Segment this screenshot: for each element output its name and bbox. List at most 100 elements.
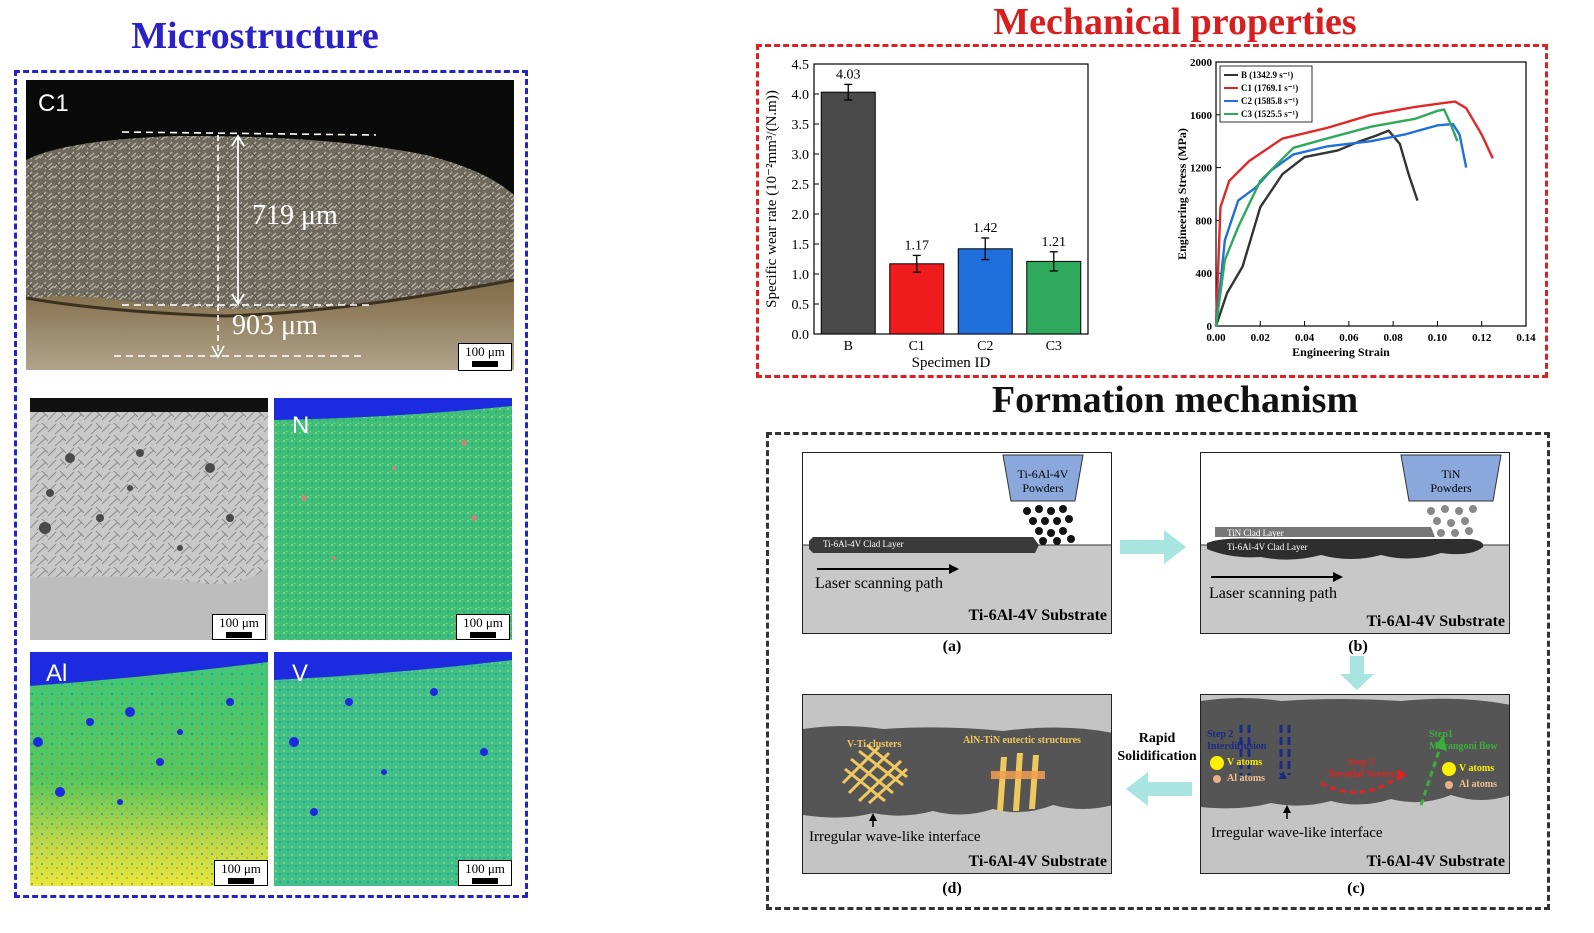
arrow-c-to-d — [1126, 772, 1192, 806]
plot-frame — [813, 63, 1089, 335]
series-line-1 — [1214, 100, 1494, 327]
data-label: 1.42 — [973, 221, 998, 236]
dimension-719: 719 μm — [252, 200, 338, 231]
panel-d: V-Ti clusters AlN-TiN eutectic structure… — [802, 694, 1112, 874]
x-tick-label: C2 — [977, 339, 993, 354]
legend-entry: B (1342.9 s⁻¹) — [1241, 70, 1293, 80]
caption-b: (b) — [1348, 638, 1368, 655]
powder-label-b: TiN Powders — [1430, 467, 1472, 495]
y-tick-label: 1.5 — [792, 238, 810, 253]
panel-a: Ti-6Al-4V Powders Ti-6Al-4V Clad Layer L… — [802, 452, 1112, 634]
plot-frame — [1215, 61, 1527, 327]
y-axis-label: Specific wear rate (10⁻²mm³/(N.m)) — [764, 90, 780, 308]
data-label: 4.03 — [836, 67, 861, 82]
al-element-map — [30, 652, 268, 886]
clad-label-a: Ti-6Al-4V Clad Layer — [823, 539, 904, 549]
x-axis-label: Engineering Strain — [1292, 345, 1390, 359]
y-tick-label: 0 — [1207, 321, 1213, 333]
y-tick-label: 800 — [1196, 215, 1213, 227]
y-tick-label: 0.0 — [792, 328, 810, 343]
y-tick-label: 4.5 — [792, 58, 810, 73]
step1-label: Step1 Marangoni flow — [1429, 729, 1498, 752]
scale-bar-text: 100 μm — [221, 861, 261, 876]
caption-a: (a) — [942, 638, 962, 655]
panel-b: TiN Powders TiN Clad Layer Ti-6Al-4V Cla… — [1200, 452, 1510, 634]
interface-label-c: Irregular wave-like interface — [1211, 825, 1383, 841]
legend-entry: C3 (1525.5 s⁻¹) — [1241, 109, 1298, 119]
microstructure-frame — [14, 70, 528, 898]
x-tick-label: C1 — [909, 339, 925, 354]
x-tick-label: B — [844, 339, 853, 354]
sem-micrograph — [30, 398, 268, 640]
x-tick-label: 0.10 — [1428, 332, 1448, 344]
scale-bar-text: 100 μm — [219, 615, 259, 630]
formation-mechanism-title: Formation mechanism — [991, 379, 1359, 421]
scale-bar-text: 100 μm — [465, 861, 505, 876]
n-element-map — [274, 398, 512, 640]
y-axis-label: Engineering Stress (MPa) — [1175, 128, 1189, 260]
y-tick-label: 0.5 — [792, 298, 810, 313]
caption-c: (c) — [1347, 880, 1365, 897]
c1-scale-bar: 100 μm — [458, 343, 512, 371]
x-tick-label: 0.06 — [1339, 332, 1359, 344]
v-atoms-left: V atoms — [1227, 757, 1263, 768]
x-tick-label: C3 — [1046, 339, 1062, 354]
c1-label: C1 — [38, 90, 69, 117]
step3-label: Step 3 Toroidal Vortex — [1327, 757, 1395, 780]
al-map-label: Al — [46, 660, 68, 687]
arrow-b-to-c — [1340, 656, 1374, 690]
laser-path-label-a: Laser scanning path — [815, 575, 943, 592]
y-tick-label: 1200 — [1190, 163, 1213, 175]
bar-c3 — [1026, 260, 1082, 335]
y-tick-label: 2.5 — [792, 178, 810, 193]
y-tick-label: 400 — [1196, 268, 1213, 280]
data-label: 1.21 — [1042, 235, 1067, 250]
mechanical-properties-frame — [756, 44, 1548, 378]
stress-strain-line-chart: 0 400 800 1200 1600 2000 0.00 0.02 0.04 0.06 0.08 0… — [1175, 57, 1536, 359]
x-axis-label: Specimen ID — [912, 355, 991, 371]
powder-label-a: Ti-6Al-4V Powders — [1017, 467, 1069, 495]
x-tick-label: 0.14 — [1516, 332, 1536, 344]
series-line-2 — [1214, 122, 1468, 327]
x-tick-label: 0.08 — [1384, 332, 1404, 344]
rapid-solidification-label: Rapid Solidification — [1117, 731, 1197, 764]
series-line-3 — [1214, 108, 1459, 327]
y-tick-label: 3.5 — [792, 118, 810, 133]
y-tick-label: 3.0 — [792, 148, 810, 163]
formation-mechanism-frame — [766, 432, 1550, 910]
aln-tin-label: AlN-TiN eutectic structures — [963, 735, 1081, 746]
x-tick-label: 0.00 — [1206, 332, 1226, 344]
legend: B (1342.9 s⁻¹) C1 (1769.1 s⁻¹) C2 (1585.8 … — [1219, 65, 1313, 123]
legend-entry: C2 (1585.8 s⁻¹) — [1241, 96, 1298, 106]
sem-scale-bar: 100 μm — [212, 614, 266, 640]
y-tick-label: 2000 — [1190, 57, 1213, 69]
series-line-0 — [1214, 129, 1419, 327]
data-label: 1.17 — [905, 238, 930, 253]
n-map-scale-bar: 100 μm — [456, 614, 510, 640]
dimension-903: 903 μm — [232, 310, 318, 341]
v-map-label: V — [292, 660, 309, 687]
scale-bar-text: 100 μm — [463, 615, 503, 630]
scale-bar-text: 100 μm — [465, 344, 505, 359]
tin-clad-label: TiN Clad Layer — [1227, 528, 1284, 538]
arrow-a-to-b — [1120, 530, 1186, 564]
al-atoms-left: Al atoms — [1227, 773, 1266, 784]
v-map-scale-bar: 100 μm — [458, 860, 512, 886]
x-tick-label: 0.12 — [1472, 332, 1492, 344]
bar-c2 — [957, 248, 1013, 335]
y-tick-label: 4.0 — [792, 88, 810, 103]
caption-d: (d) — [942, 880, 962, 897]
x-tick-label: 0.04 — [1295, 332, 1315, 344]
v-element-map — [274, 652, 512, 886]
legend-entry: C1 (1769.1 s⁻¹) — [1241, 83, 1298, 93]
mechanical-properties-title: Mechanical properties — [993, 1, 1357, 43]
v-atoms-right: V atoms — [1459, 763, 1495, 774]
substrate-label-b: Ti-6Al-4V Substrate — [1366, 613, 1505, 630]
substrate-label-a: Ti-6Al-4V Substrate — [968, 607, 1107, 624]
substrate-label-d: Ti-6Al-4V Substrate — [968, 853, 1107, 870]
microstructure-title: Microstructure — [131, 15, 379, 57]
al-atoms-right: Al atoms — [1459, 779, 1498, 790]
y-tick-label: 1.0 — [792, 268, 810, 283]
interface-label-d: Irregular wave-like interface — [809, 829, 981, 845]
bar-c1 — [889, 263, 945, 335]
